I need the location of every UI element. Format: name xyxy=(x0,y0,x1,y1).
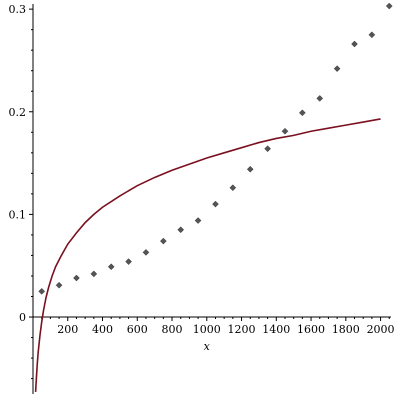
data-point xyxy=(299,109,306,117)
data-point xyxy=(38,288,46,295)
data-point xyxy=(281,127,289,135)
x-tick-label: 1200 xyxy=(228,323,256,336)
data-point xyxy=(229,184,237,192)
x-tick-label: 200 xyxy=(57,323,78,336)
data-point xyxy=(316,95,324,102)
x-tick-label: 1000 xyxy=(193,323,221,336)
x-axis-label: x xyxy=(204,340,211,353)
x-tick-label: 1400 xyxy=(262,323,290,336)
data-point xyxy=(142,249,150,256)
y-tick-label: 0.1 xyxy=(9,208,27,221)
x-tick-label: 600 xyxy=(127,323,148,336)
data-point xyxy=(212,200,219,208)
data-point xyxy=(125,258,132,265)
ticks xyxy=(29,8,390,380)
data-point xyxy=(194,217,202,224)
data-point xyxy=(177,226,185,234)
labels: 200 400 600 800 1000 1200 1400 1600 1800 2000 0 0.1… xyxy=(9,3,395,353)
x-tick-label: 1600 xyxy=(297,323,325,336)
y-tick-label: 0.2 xyxy=(9,106,27,119)
data-point xyxy=(90,270,98,278)
x-tick-label: 800 xyxy=(162,323,183,336)
y-tick-label: 0.3 xyxy=(9,3,27,16)
x-tick-label: 400 xyxy=(92,323,113,336)
data-point xyxy=(107,263,115,271)
data-point xyxy=(264,145,271,153)
data-point xyxy=(368,31,376,39)
axes xyxy=(32,4,391,394)
data-point xyxy=(333,65,341,73)
data-point xyxy=(55,281,63,289)
data-point xyxy=(159,237,167,245)
y-tick-label: 0 xyxy=(19,311,26,324)
series-curve xyxy=(34,118,381,392)
data-point xyxy=(73,274,80,282)
series-points xyxy=(38,2,393,295)
data-point xyxy=(351,40,358,48)
x-tick-label: 2000 xyxy=(367,323,395,336)
data-point xyxy=(385,2,393,10)
data-point xyxy=(246,165,254,173)
x-tick-label: 1800 xyxy=(332,323,360,336)
fitted-curve xyxy=(34,118,381,392)
